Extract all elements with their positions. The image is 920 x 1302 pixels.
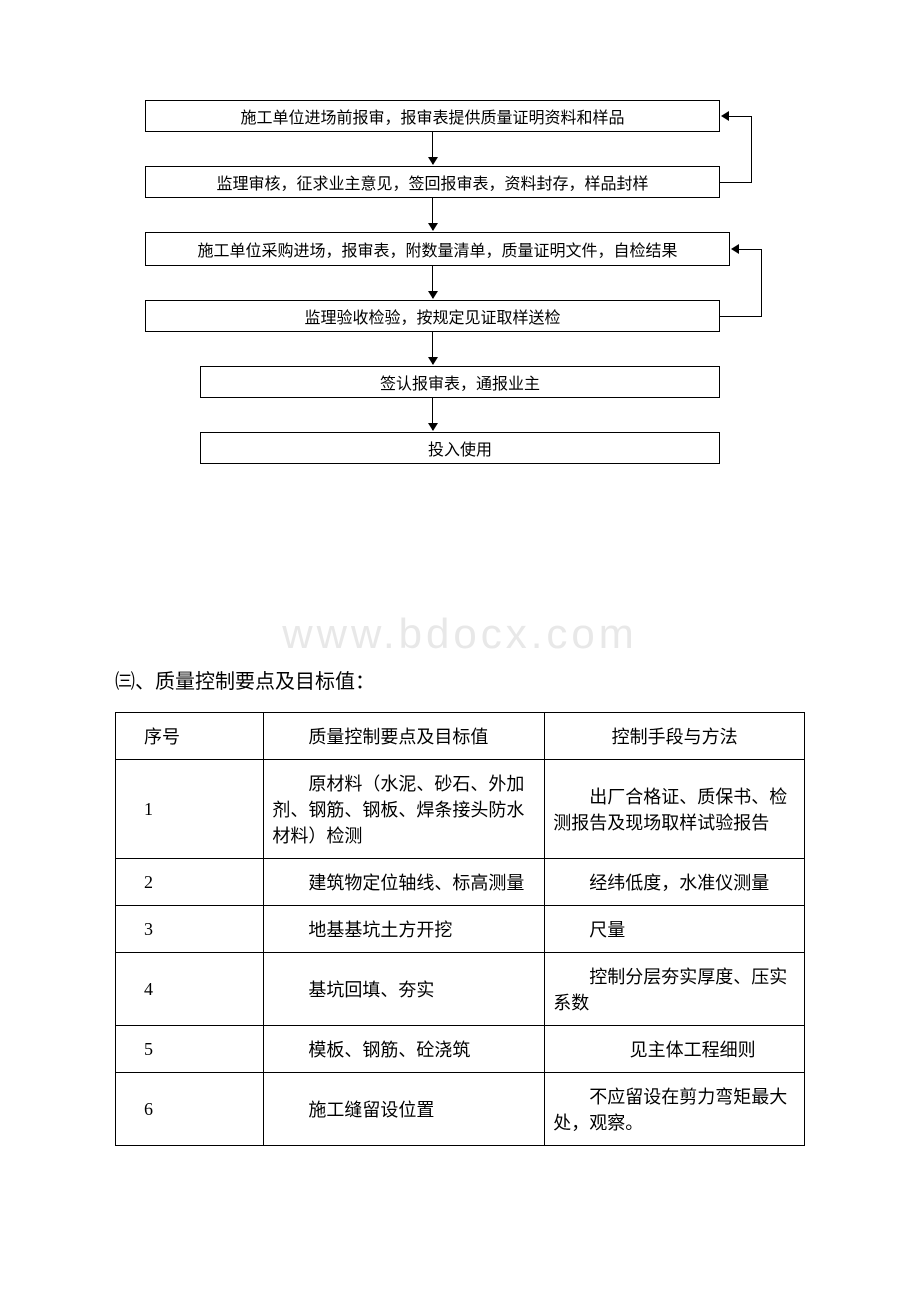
flow-step-4: 监理验收检验，按规定见证取样送检: [145, 300, 720, 332]
header-method: 控制手段与方法: [545, 713, 805, 760]
arrow-3: [432, 266, 433, 298]
table-row: 6 施工缝留设位置 不应留设在剪力弯矩最大处，观察。: [116, 1073, 805, 1146]
cell-point: 施工缝留设位置: [264, 1073, 545, 1146]
cell-point: 模板、钢筋、砼浇筑: [264, 1026, 545, 1073]
cell-num: 3: [116, 906, 264, 953]
feedback-arrow-2: [731, 244, 739, 254]
flow-step-1: 施工单位进场前报审，报审表提供质量证明资料和样品: [145, 100, 720, 132]
feedback-line-1: [728, 116, 752, 182]
arrow-5: [432, 398, 433, 430]
table-row: 3 地基基坑土方开挖 尺量: [116, 906, 805, 953]
cell-num: 6: [116, 1073, 264, 1146]
cell-point: 基坑回填、夯实: [264, 953, 545, 1026]
cell-num: 4: [116, 953, 264, 1026]
cell-num: 2: [116, 859, 264, 906]
arrow-4: [432, 332, 433, 364]
arrow-1: [432, 132, 433, 164]
feedback-line-2: [738, 249, 762, 316]
cell-num: 5: [116, 1026, 264, 1073]
quality-control-table: 序号 质量控制要点及目标值 控制手段与方法 1 原材料（水泥、砂石、外加剂、钢筋…: [115, 712, 805, 1146]
feedback-arrow-1: [721, 111, 729, 121]
watermark: www.bdocx.com: [282, 610, 637, 658]
flow-step-6: 投入使用: [200, 432, 720, 464]
cell-method: 出厂合格证、质保书、检测报告及现场取样试验报告: [545, 760, 805, 859]
header-point: 质量控制要点及目标值: [264, 713, 545, 760]
cell-method: 不应留设在剪力弯矩最大处，观察。: [545, 1073, 805, 1146]
cell-method: 见主体工程细则: [545, 1026, 805, 1073]
cell-method: 尺量: [545, 906, 805, 953]
section-title: ㈢、质量控制要点及目标值：: [115, 665, 805, 694]
table-row: 5 模板、钢筋、砼浇筑 见主体工程细则: [116, 1026, 805, 1073]
cell-point: 建筑物定位轴线、标高测量: [264, 859, 545, 906]
table-row: 1 原材料（水泥、砂石、外加剂、钢筋、钢板、焊条接头防水材料）检测 出厂合格证、…: [116, 760, 805, 859]
feedback-connector-2: [720, 316, 762, 317]
cell-method: 控制分层夯实厚度、压实系数: [545, 953, 805, 1026]
cell-num: 1: [116, 760, 264, 859]
cell-point: 原材料（水泥、砂石、外加剂、钢筋、钢板、焊条接头防水材料）检测: [264, 760, 545, 859]
header-num: 序号: [116, 713, 264, 760]
cell-method: 经纬低度，水准仪测量: [545, 859, 805, 906]
feedback-connector-1: [720, 182, 752, 183]
table-row: 2 建筑物定位轴线、标高测量 经纬低度，水准仪测量: [116, 859, 805, 906]
arrow-2: [432, 198, 433, 230]
table-header-row: 序号 质量控制要点及目标值 控制手段与方法: [116, 713, 805, 760]
flow-step-5: 签认报审表，通报业主: [200, 366, 720, 398]
cell-point: 地基基坑土方开挖: [264, 906, 545, 953]
flow-step-2: 监理审核，征求业主意见，签回报审表，资料封存，样品封样: [145, 166, 720, 198]
table-row: 4 基坑回填、夯实 控制分层夯实厚度、压实系数: [116, 953, 805, 1026]
flowchart: 施工单位进场前报审，报审表提供质量证明资料和样品 监理审核，征求业主意见，签回报…: [145, 100, 775, 510]
flow-step-3: 施工单位采购进场，报审表，附数量清单，质量证明文件，自检结果: [145, 232, 730, 266]
